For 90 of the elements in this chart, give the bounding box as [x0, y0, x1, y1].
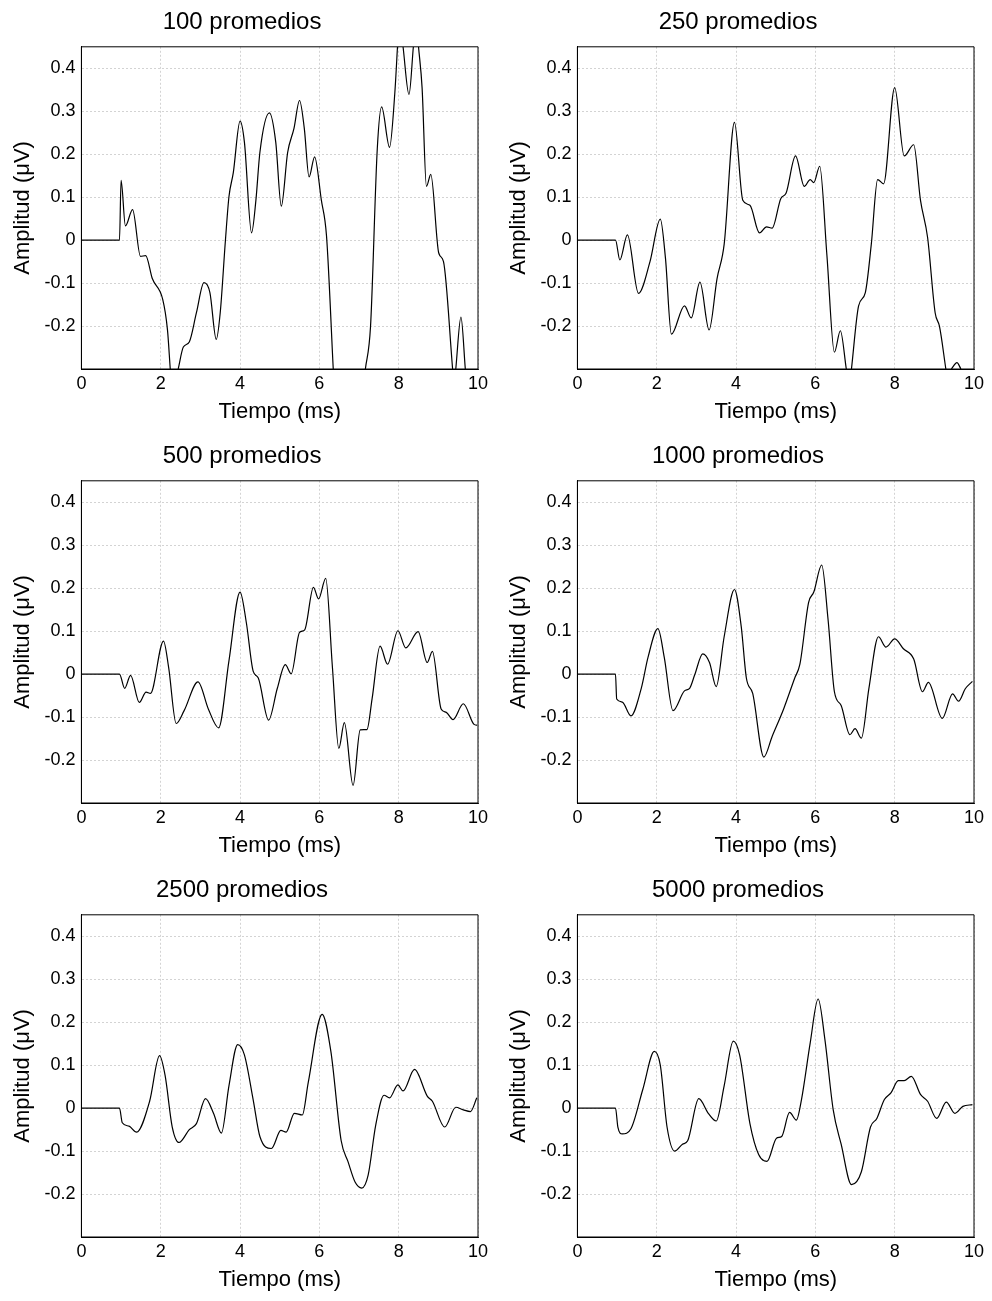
y-tick-label: 0.3 [50, 968, 76, 989]
y-tick-label: 0.1 [546, 186, 572, 207]
x-tick-label: 6 [314, 372, 325, 393]
x-tick-label: 4 [235, 372, 246, 393]
chart-title: 500 promedios [162, 441, 322, 469]
x-tick-label: 10 [467, 372, 489, 393]
x-axis-title: Tiempo (ms) [218, 1265, 342, 1291]
x-tick-label: 8 [889, 806, 900, 827]
x-tick-label: 2 [651, 1240, 662, 1261]
y-tick-label: 0.2 [50, 577, 76, 598]
x-tick-label: 10 [963, 1240, 985, 1261]
x-tick-label: 10 [963, 372, 985, 393]
x-axis-title: Tiempo (ms) [218, 397, 342, 423]
y-tick-label: -0.1 [540, 272, 572, 293]
y-tick-label: 0.2 [50, 1011, 76, 1032]
x-tick-label: 6 [314, 1240, 325, 1261]
x-tick-label: 8 [393, 806, 404, 827]
y-tick-label: 0 [561, 1097, 572, 1118]
x-tick-label: 2 [651, 372, 662, 393]
y-tick-label: 0 [65, 229, 76, 250]
x-tick-label: 2 [155, 1240, 166, 1261]
y-axis-title: Amplitud (μV) [9, 1009, 35, 1143]
x-tick-label: 10 [467, 806, 489, 827]
y-tick-label: 0.3 [546, 968, 572, 989]
x-axis-title: Tiempo (ms) [714, 1265, 838, 1291]
chart-title: 1000 promedios [651, 441, 825, 469]
x-tick-label: 4 [731, 1240, 742, 1261]
x-tick-label: 10 [467, 1240, 489, 1261]
y-tick-label: 0.2 [546, 577, 572, 598]
y-tick-label: 0.1 [50, 1054, 76, 1075]
y-axis-title: Amplitud (μV) [9, 141, 35, 275]
chart-title: 2500 promedios [155, 875, 329, 903]
y-tick-label: 0.4 [50, 491, 76, 512]
x-tick-label: 8 [393, 1240, 404, 1261]
y-tick-label: 0 [65, 1097, 76, 1118]
y-tick-label: 0.4 [546, 925, 572, 946]
y-axis-title: Amplitud (μV) [505, 1009, 531, 1143]
y-tick-label: -0.2 [540, 1183, 572, 1204]
y-tick-label: 0.4 [50, 57, 76, 78]
x-tick-label: 4 [235, 1240, 246, 1261]
x-tick-label: 4 [731, 806, 742, 827]
x-tick-label: 8 [393, 372, 404, 393]
chart-title: 250 promedios [658, 7, 818, 35]
y-axis-title: Amplitud (μV) [505, 575, 531, 709]
y-tick-label: 0 [65, 663, 76, 684]
y-tick-label: 0.1 [546, 1054, 572, 1075]
y-tick-label: 0.3 [50, 534, 76, 555]
y-tick-label: -0.2 [44, 315, 76, 336]
x-tick-label: 6 [810, 806, 821, 827]
y-tick-label: 0.4 [546, 491, 572, 512]
x-tick-label: 10 [963, 806, 985, 827]
x-tick-label: 6 [314, 806, 325, 827]
y-tick-label: -0.1 [540, 1140, 572, 1161]
y-tick-label: -0.1 [44, 1140, 76, 1161]
y-tick-label: 0.4 [50, 925, 76, 946]
x-tick-label: 8 [889, 1240, 900, 1261]
y-tick-label: -0.1 [44, 272, 76, 293]
y-tick-label: -0.1 [540, 706, 572, 727]
y-tick-label: 0.2 [546, 143, 572, 164]
y-tick-label: -0.1 [44, 706, 76, 727]
y-tick-label: 0.3 [546, 534, 572, 555]
x-axis-title: Tiempo (ms) [714, 831, 838, 857]
y-axis-title: Amplitud (μV) [505, 141, 531, 275]
chart-title: 5000 promedios [651, 875, 825, 903]
x-tick-label: 6 [810, 372, 821, 393]
y-axis-title: Amplitud (μV) [9, 575, 35, 709]
y-tick-label: 0 [561, 229, 572, 250]
x-tick-label: 2 [651, 806, 662, 827]
y-tick-label: -0.2 [44, 1183, 76, 1204]
x-axis-title: Tiempo (ms) [714, 397, 838, 423]
x-tick-label: 2 [155, 806, 166, 827]
x-tick-label: 2 [155, 372, 166, 393]
y-tick-label: -0.2 [44, 749, 76, 770]
x-tick-label: 4 [235, 806, 246, 827]
y-tick-label: 0.2 [50, 143, 76, 164]
y-tick-label: 0.4 [546, 57, 572, 78]
y-tick-label: 0.1 [546, 620, 572, 641]
y-tick-label: 0 [561, 663, 572, 684]
y-tick-label: -0.2 [540, 315, 572, 336]
x-tick-label: 6 [810, 1240, 821, 1261]
y-tick-label: -0.2 [540, 749, 572, 770]
x-tick-label: 4 [731, 372, 742, 393]
y-tick-label: 0.3 [50, 100, 76, 121]
y-tick-label: 0.1 [50, 186, 76, 207]
x-tick-label: 8 [889, 372, 900, 393]
chart-title: 100 promedios [162, 7, 322, 35]
x-axis-title: Tiempo (ms) [218, 831, 342, 857]
y-tick-label: 0.3 [546, 100, 572, 121]
y-tick-label: 0.1 [50, 620, 76, 641]
y-tick-label: 0.2 [546, 1011, 572, 1032]
